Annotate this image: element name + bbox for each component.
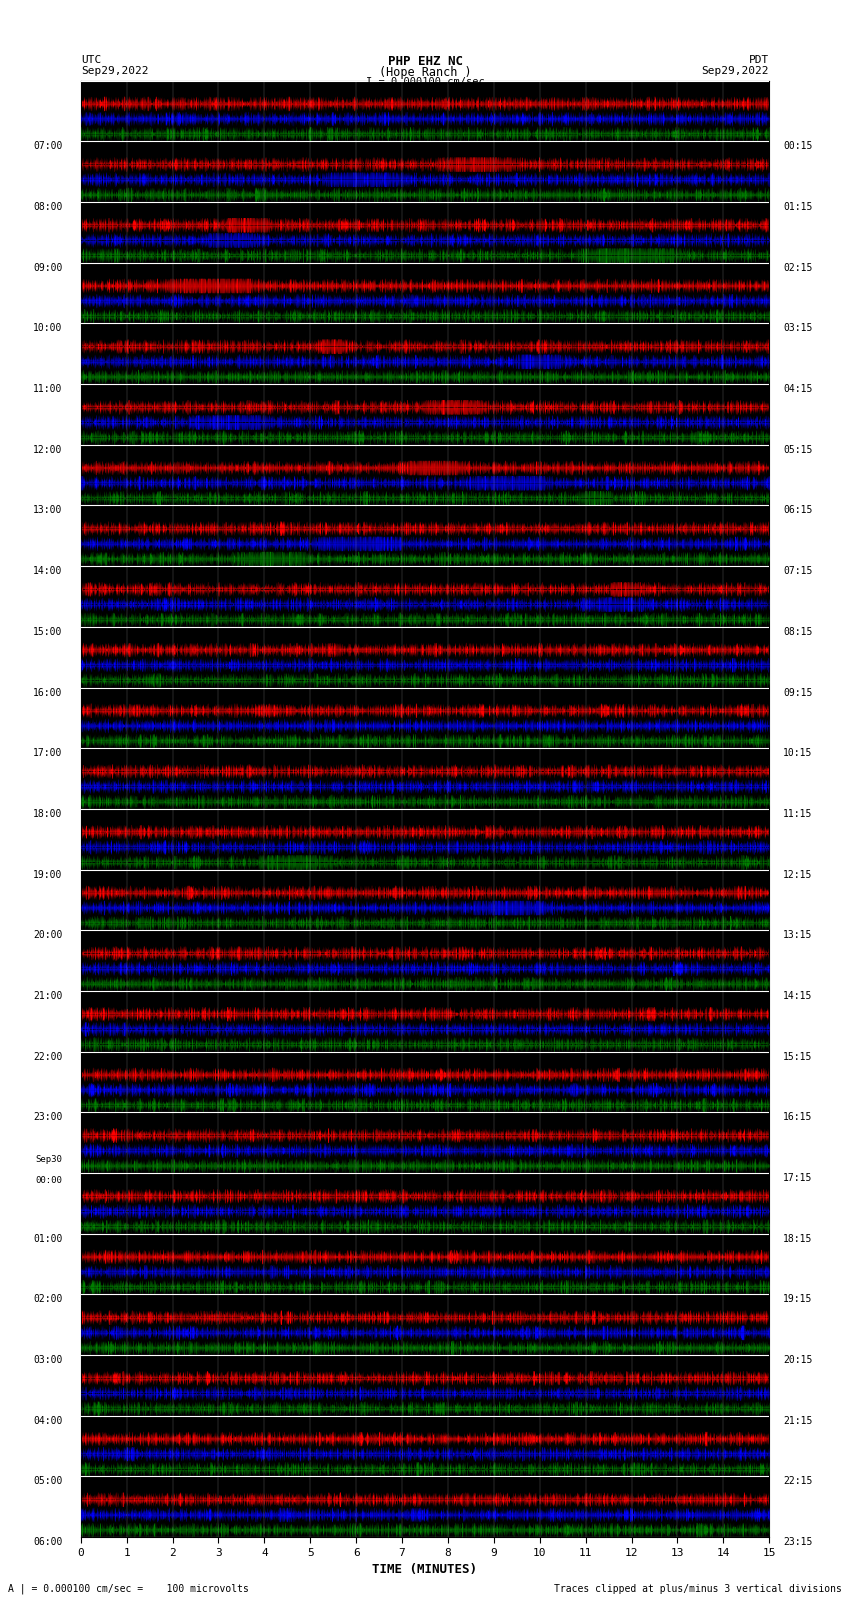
Bar (81, 566, 769, 627)
Bar (81, 990, 769, 1052)
Text: 13:00: 13:00 (33, 505, 62, 516)
Text: 04:15: 04:15 (783, 384, 813, 394)
Bar (81, 1234, 769, 1294)
Text: 23:00: 23:00 (33, 1113, 62, 1123)
Text: 07:00: 07:00 (33, 142, 62, 152)
Text: I = 0.000100 cm/sec: I = 0.000100 cm/sec (366, 77, 484, 87)
Bar (81, 445, 769, 505)
Text: 05:15: 05:15 (783, 445, 813, 455)
Text: A | = 0.000100 cm/sec =    100 microvolts: A | = 0.000100 cm/sec = 100 microvolts (8, 1582, 249, 1594)
Text: 14:00: 14:00 (33, 566, 62, 576)
Text: Sep29,2022: Sep29,2022 (702, 66, 769, 76)
Text: 15:15: 15:15 (783, 1052, 813, 1061)
Text: 19:15: 19:15 (783, 1294, 813, 1305)
Text: Traces clipped at plus/minus 3 vertical divisions: Traces clipped at plus/minus 3 vertical … (553, 1584, 842, 1594)
Text: 02:00: 02:00 (33, 1294, 62, 1305)
Text: 18:15: 18:15 (783, 1234, 813, 1244)
X-axis label: TIME (MINUTES): TIME (MINUTES) (372, 1563, 478, 1576)
Bar (81, 931, 769, 990)
Text: UTC: UTC (81, 55, 101, 65)
Bar (81, 627, 769, 687)
Text: 06:00: 06:00 (33, 1537, 62, 1547)
Text: 08:15: 08:15 (783, 627, 813, 637)
Text: 17:00: 17:00 (33, 748, 62, 758)
Bar (81, 263, 769, 324)
Bar (81, 687, 769, 748)
Text: 11:15: 11:15 (783, 810, 813, 819)
Text: 08:00: 08:00 (33, 202, 62, 211)
Text: 22:15: 22:15 (783, 1476, 813, 1487)
Text: 10:15: 10:15 (783, 748, 813, 758)
Bar (81, 869, 769, 931)
Bar (81, 1416, 769, 1476)
Bar (81, 1052, 769, 1113)
Bar (81, 81, 769, 142)
Text: 01:00: 01:00 (33, 1234, 62, 1244)
Bar (81, 1173, 769, 1234)
Text: 16:00: 16:00 (33, 687, 62, 697)
Text: PDT: PDT (749, 55, 769, 65)
Text: 19:00: 19:00 (33, 869, 62, 879)
Bar (81, 1476, 769, 1537)
Text: Sep29,2022: Sep29,2022 (81, 66, 148, 76)
Text: 21:15: 21:15 (783, 1416, 813, 1426)
Text: 00:00: 00:00 (36, 1176, 62, 1186)
Bar (81, 1113, 769, 1173)
Text: 18:00: 18:00 (33, 810, 62, 819)
Bar (81, 142, 769, 202)
Text: 16:15: 16:15 (783, 1113, 813, 1123)
Bar (81, 1294, 769, 1355)
Bar (81, 810, 769, 869)
Text: 06:15: 06:15 (783, 505, 813, 516)
Text: 01:15: 01:15 (783, 202, 813, 211)
Text: 17:15: 17:15 (783, 1173, 813, 1182)
Text: 12:00: 12:00 (33, 445, 62, 455)
Text: 10:00: 10:00 (33, 324, 62, 334)
Text: 09:00: 09:00 (33, 263, 62, 273)
Text: 05:00: 05:00 (33, 1476, 62, 1487)
Text: 13:15: 13:15 (783, 931, 813, 940)
Bar (81, 202, 769, 263)
Text: 02:15: 02:15 (783, 263, 813, 273)
Text: 22:00: 22:00 (33, 1052, 62, 1061)
Text: PHP EHZ NC: PHP EHZ NC (388, 55, 462, 68)
Text: (Hope Ranch ): (Hope Ranch ) (379, 66, 471, 79)
Text: 07:15: 07:15 (783, 566, 813, 576)
Text: 23:15: 23:15 (783, 1537, 813, 1547)
Text: 12:15: 12:15 (783, 869, 813, 879)
Bar (81, 1355, 769, 1416)
Text: 04:00: 04:00 (33, 1416, 62, 1426)
Text: 15:00: 15:00 (33, 627, 62, 637)
Text: 21:00: 21:00 (33, 990, 62, 1002)
Bar (81, 384, 769, 445)
Text: 03:15: 03:15 (783, 324, 813, 334)
Bar (81, 748, 769, 810)
Bar (81, 505, 769, 566)
Bar (81, 324, 769, 384)
Text: 09:15: 09:15 (783, 687, 813, 697)
Text: 20:00: 20:00 (33, 931, 62, 940)
Text: 00:15: 00:15 (783, 142, 813, 152)
Text: 11:00: 11:00 (33, 384, 62, 394)
Text: Sep30: Sep30 (36, 1155, 62, 1165)
Text: 03:00: 03:00 (33, 1355, 62, 1365)
Text: 14:15: 14:15 (783, 990, 813, 1002)
Text: 20:15: 20:15 (783, 1355, 813, 1365)
